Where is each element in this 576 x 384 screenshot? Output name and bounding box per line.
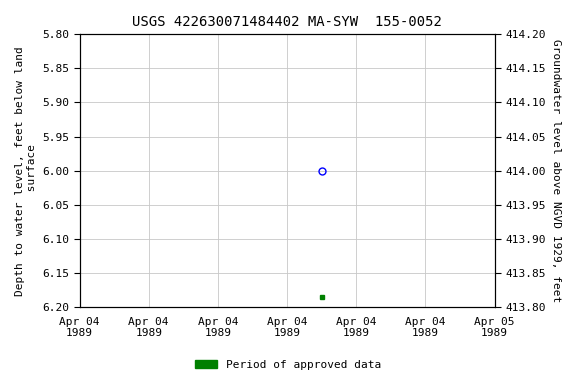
- Legend: Period of approved data: Period of approved data: [191, 356, 385, 375]
- Title: USGS 422630071484402 MA-SYW  155-0052: USGS 422630071484402 MA-SYW 155-0052: [132, 15, 442, 29]
- Y-axis label: Depth to water level, feet below land
 surface: Depth to water level, feet below land su…: [15, 46, 37, 296]
- Y-axis label: Groundwater level above NGVD 1929, feet: Groundwater level above NGVD 1929, feet: [551, 39, 561, 302]
